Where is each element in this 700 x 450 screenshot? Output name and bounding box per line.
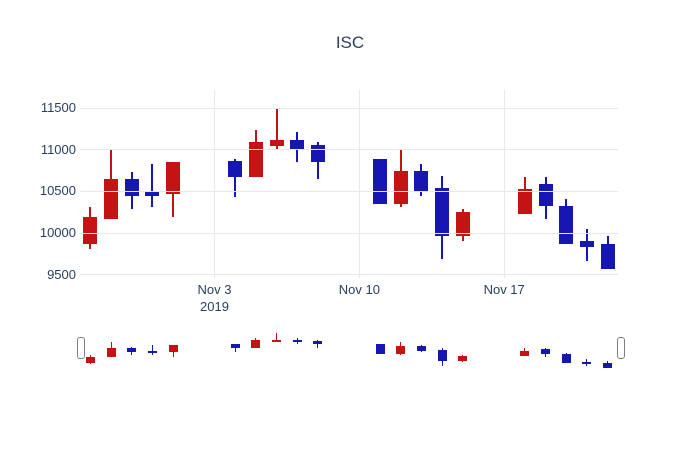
x-tick-label: Nov 10	[338, 282, 380, 297]
mini-candle[interactable]	[251, 340, 261, 348]
mini-candle[interactable]	[582, 361, 592, 364]
mini-candle[interactable]	[437, 350, 447, 361]
mini-candle[interactable]	[85, 356, 95, 363]
x-tick-label: Nov 3	[197, 282, 232, 297]
mini-candle[interactable]	[313, 340, 323, 345]
mini-candle[interactable]	[230, 344, 240, 348]
mini-candle[interactable]	[272, 339, 282, 342]
candle[interactable]	[310, 144, 325, 162]
chart-title: ISC	[335, 33, 365, 52]
x-tick-label: Nov 17	[483, 282, 525, 297]
x-gridline	[358, 90, 360, 278]
y-gridline	[80, 190, 618, 192]
mini-candle-wick	[151, 345, 153, 355]
candle[interactable]	[559, 205, 574, 244]
candle[interactable]	[290, 139, 305, 150]
y-gridline	[80, 232, 618, 234]
x-gridline	[503, 90, 505, 278]
candle[interactable]	[248, 142, 263, 178]
mini-candle[interactable]	[416, 346, 426, 351]
mini-candle[interactable]	[603, 362, 613, 368]
candle[interactable]	[228, 160, 243, 178]
candle[interactable]	[455, 212, 470, 236]
y-gridline	[80, 274, 618, 276]
candle[interactable]	[104, 179, 119, 219]
y-tick-label: 10500	[39, 183, 76, 199]
candle[interactable]	[145, 190, 160, 196]
candle[interactable]	[166, 162, 181, 194]
candle[interactable]	[393, 170, 408, 204]
x-gridline	[214, 90, 215, 278]
rangeslider-handle-right[interactable]	[617, 337, 625, 359]
y-gridline	[80, 149, 618, 151]
candle[interactable]	[517, 188, 532, 214]
mini-candle[interactable]	[520, 350, 530, 356]
mini-candle[interactable]	[127, 348, 137, 352]
y-tick-label: 11500	[40, 100, 76, 116]
candle-wick	[234, 159, 237, 198]
mini-candle[interactable]	[541, 349, 551, 355]
candle[interactable]	[83, 217, 98, 244]
candle[interactable]	[414, 170, 429, 191]
mini-candle[interactable]	[396, 346, 406, 354]
candle[interactable]	[373, 159, 388, 204]
mini-candle[interactable]	[168, 344, 178, 352]
y-tick-label: 10000	[39, 225, 76, 241]
mini-candle[interactable]	[147, 350, 157, 353]
candle-wick	[151, 164, 154, 208]
candle[interactable]	[538, 184, 553, 206]
mini-candle-wick	[234, 343, 236, 353]
candle[interactable]	[435, 188, 450, 236]
y-tick-label: 9500	[47, 266, 76, 282]
y-tick-label: 11000	[40, 141, 76, 157]
mini-candle-wick	[276, 333, 278, 342]
rangeslider-handle-left[interactable]	[77, 337, 85, 359]
mini-candle[interactable]	[292, 339, 302, 342]
candle-wick	[275, 109, 278, 150]
candle[interactable]	[579, 240, 594, 248]
mini-candle[interactable]	[561, 354, 571, 363]
x-tick-year-label: 2019	[200, 299, 229, 314]
y-gridline	[80, 107, 618, 109]
candle[interactable]	[124, 179, 139, 196]
candle[interactable]	[600, 243, 615, 269]
mini-candle[interactable]	[106, 348, 116, 358]
mini-candle[interactable]	[375, 343, 385, 354]
candle[interactable]	[269, 139, 284, 146]
mini-candle[interactable]	[458, 355, 468, 361]
